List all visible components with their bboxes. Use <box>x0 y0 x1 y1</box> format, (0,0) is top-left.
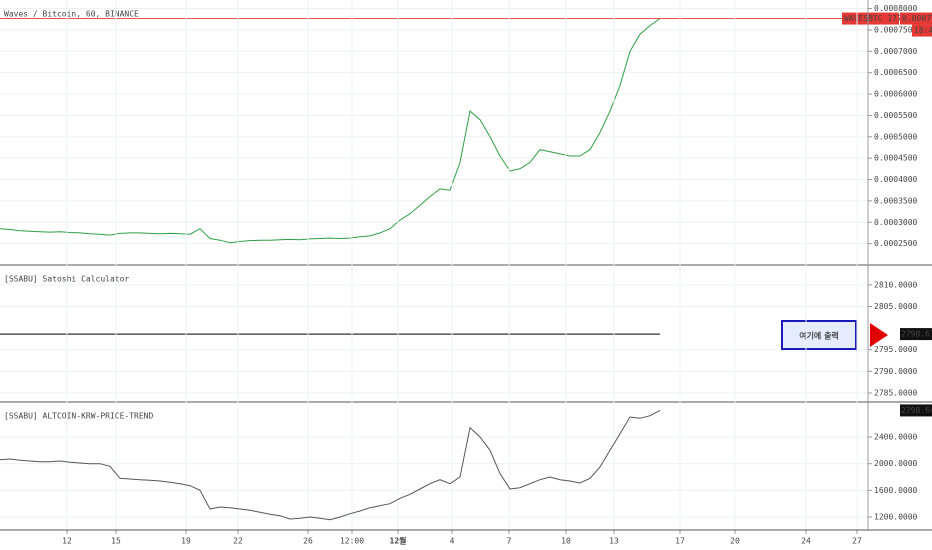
x-tick-label: 22 <box>233 537 243 546</box>
y-tick-label: 2810.0000 <box>874 280 918 289</box>
x-tick-label: 24 <box>801 537 811 546</box>
annotation-box <box>781 320 857 350</box>
symbol-badge <box>842 12 899 25</box>
x-tick-label: 26 <box>303 537 313 546</box>
y-tick-label: 0.0004500 <box>874 154 918 163</box>
annotation: 여기에 출력 <box>799 331 839 341</box>
y-tick-label: 0.0005000 <box>874 132 918 141</box>
x-tick-label: 7 <box>507 537 512 546</box>
y-tick-label: 2805.0000 <box>874 302 918 311</box>
y-tick-label: 0.0008000 <box>874 4 918 13</box>
price-badge <box>900 404 932 417</box>
y-tick-label: 2795.0000 <box>874 345 918 354</box>
y-tick-label: 1600.0000 <box>874 486 918 495</box>
y-tick-label: 0.0003000 <box>874 218 918 227</box>
y-tick-label: 0.0006000 <box>874 90 918 99</box>
y-tick-label: 0.0005500 <box>874 111 918 120</box>
y-tick-label: 2000.0000 <box>874 459 918 468</box>
countdown-badge <box>912 24 932 37</box>
x-tick-label: 4 <box>450 537 455 546</box>
y-tick-label: 0.0006500 <box>874 68 918 77</box>
y-tick-label: 0.0007500 <box>874 25 918 34</box>
y-tick-label: 2785.0000 <box>874 388 918 397</box>
y-tick-label: 1200.0000 <box>874 513 918 522</box>
x-tick-label: 20 <box>730 537 740 546</box>
price-label: 2798.6166 <box>901 330 932 339</box>
x-tick-label: 17 <box>675 537 685 546</box>
pane-title: Waves / Bitcoin, 60, BINANCE <box>4 10 139 19</box>
price-badge <box>900 12 932 25</box>
x-tick-label: 12 <box>62 537 72 546</box>
x-tick-label: 12월 <box>390 536 407 546</box>
y-tick-label: 2790.0000 <box>874 367 918 376</box>
x-tick-label: 15 <box>111 537 121 546</box>
annotation-arrow <box>870 323 888 347</box>
x-tick-label: 12:00 <box>340 537 364 546</box>
y-tick-label: 0.0007000 <box>874 47 918 56</box>
x-tick-label: 19 <box>181 537 191 546</box>
x-tick-label: 13 <box>609 537 619 546</box>
y-tick-label: 2400.0000 <box>874 433 918 442</box>
y-tick-label: 0.0002500 <box>874 239 918 248</box>
countdown-label: 18:40 <box>914 26 932 35</box>
x-tick-label: 27 <box>852 537 862 546</box>
price-label: 2798.6440 <box>901 406 932 415</box>
y-tick-label: 0.0004000 <box>874 175 918 184</box>
y-tick-label: 0.0003500 <box>874 196 918 205</box>
pane-title: [SSABU] ALTCOIN-KRW-PRICE-TREND <box>4 412 153 421</box>
series-line <box>0 409 661 521</box>
price-badge <box>900 328 932 341</box>
x-tick-label: 10 <box>561 537 571 546</box>
price-label: 0.0007766 <box>902 14 932 23</box>
series-line <box>0 18 661 244</box>
symbol-label: WAVESBTC 177.16% <box>844 14 921 23</box>
